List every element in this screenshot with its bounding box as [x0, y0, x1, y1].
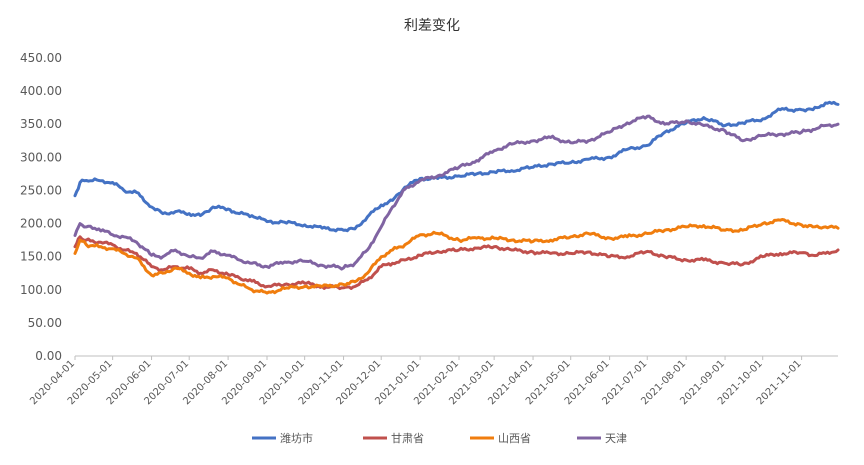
y-tick-label: 400.00 [20, 84, 62, 98]
legend-label: 天津 [605, 432, 627, 445]
y-tick-label: 50.00 [28, 316, 62, 330]
series-line-4 [73, 114, 840, 271]
series-layer [73, 100, 840, 295]
y-tick-label: 200.00 [20, 217, 62, 231]
series-line-1 [73, 100, 840, 233]
y-tick-label: 450.00 [20, 51, 62, 65]
x-axis: 2020-04-012020-05-012020-06-012020-07-01… [28, 355, 838, 407]
y-axis: 0.00 50.00 100.00 150.00 200.00 250.00 300.00 3… [20, 51, 62, 363]
legend-label: 甘肃省 [391, 432, 424, 445]
y-tick-label: 350.00 [20, 117, 62, 131]
y-tick-label: 300.00 [20, 150, 62, 164]
legend-label: 潍坊市 [280, 431, 313, 445]
y-tick-label: 0.00 [35, 349, 62, 363]
chart-title: 利差变化 [404, 18, 460, 34]
y-tick-label: 150.00 [20, 250, 62, 264]
legend-label: 山西省 [498, 432, 531, 445]
y-tick-label: 100.00 [20, 283, 62, 297]
series-line-3 [73, 218, 840, 295]
legend: 潍坊市 甘肃省 山西省 天津 [252, 431, 627, 445]
series-line-2 [73, 235, 840, 291]
y-tick-label: 250.00 [20, 183, 62, 197]
